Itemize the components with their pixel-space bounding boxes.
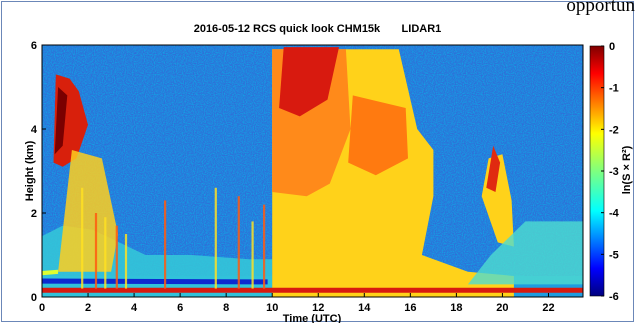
streak bbox=[251, 221, 254, 289]
descending-layer bbox=[58, 150, 118, 272]
colorbar-tick-label: -3 bbox=[609, 166, 619, 178]
low-yellow-band bbox=[42, 269, 59, 276]
x-tick-label: 16 bbox=[404, 302, 416, 314]
x-tick-label: 4 bbox=[131, 302, 138, 314]
streak bbox=[263, 204, 266, 289]
y-axis-label: Height (km) bbox=[24, 140, 36, 201]
streak bbox=[237, 196, 240, 289]
document-text-fragment: opportun bbox=[566, 0, 635, 16]
x-axis-label: Time (UTC) bbox=[283, 313, 342, 323]
colorbar-tick-label: -1 bbox=[609, 83, 619, 95]
x-tick-label: 22 bbox=[542, 302, 554, 314]
x-tick-label: 8 bbox=[223, 302, 229, 314]
colorbar-tick-label: 0 bbox=[609, 41, 615, 53]
streak bbox=[94, 213, 98, 289]
colorbar-tick-label: -6 bbox=[609, 291, 619, 303]
streak bbox=[164, 200, 167, 289]
x-tick-label: 2 bbox=[85, 302, 91, 314]
x-tick-label: 14 bbox=[358, 302, 371, 314]
colorbar-tick-label: -5 bbox=[609, 249, 619, 261]
streak bbox=[115, 225, 118, 289]
x-tick-label: 20 bbox=[496, 302, 508, 314]
cloud-band-red bbox=[279, 47, 339, 117]
afternoon-layer bbox=[348, 95, 408, 176]
y-tick-label: 4 bbox=[31, 124, 38, 136]
chart-title: 2016-05-12 RCS quick look CHM15k LIDAR1 bbox=[193, 23, 442, 35]
x-tick-label: 6 bbox=[177, 302, 183, 314]
plot-border bbox=[41, 44, 584, 298]
evening-residual bbox=[467, 221, 583, 285]
y-tick-label: 0 bbox=[31, 292, 37, 304]
colorbar-tick-label: -2 bbox=[609, 124, 619, 136]
colorbar-tick-label: -4 bbox=[609, 208, 620, 220]
surface-layer-red bbox=[42, 287, 583, 293]
x-tick-label: 18 bbox=[450, 302, 462, 314]
y-tick-label: 2 bbox=[31, 208, 37, 220]
streak bbox=[124, 234, 128, 289]
early-morning-core bbox=[54, 87, 68, 155]
y-tick-label: 6 bbox=[31, 40, 37, 52]
x-tick-label: 12 bbox=[312, 302, 324, 314]
streak bbox=[81, 187, 84, 289]
x-tick-label: 0 bbox=[39, 302, 45, 314]
streak bbox=[104, 217, 107, 289]
colorbar-label: ln(S × R²) bbox=[621, 145, 633, 194]
low-dark-band bbox=[42, 278, 268, 285]
x-tick-label: 10 bbox=[266, 302, 278, 314]
evening-plume-core bbox=[486, 145, 501, 192]
streak bbox=[214, 187, 217, 289]
